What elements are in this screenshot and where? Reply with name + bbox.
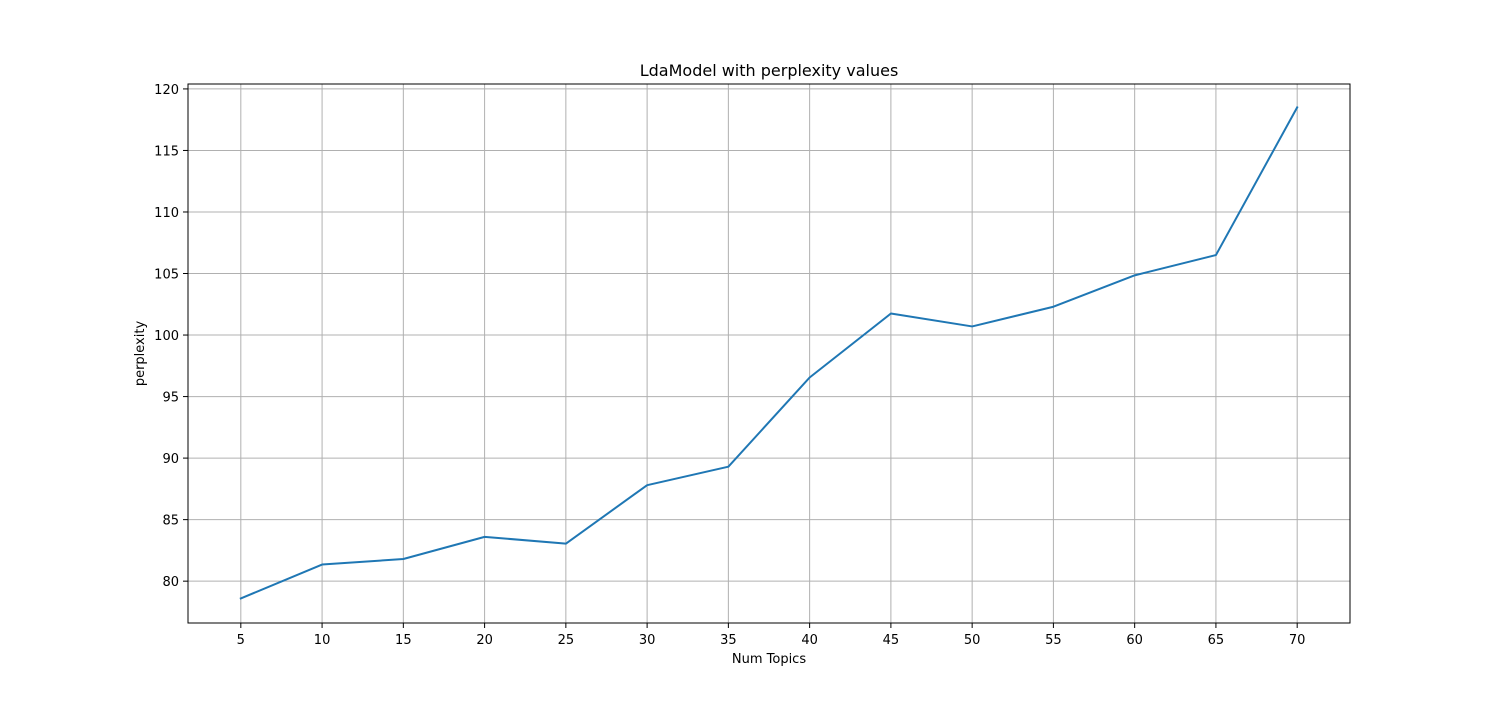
y-tick-label: 120 <box>154 83 179 98</box>
x-tick-label: 15 <box>395 633 412 648</box>
chart-title: LdaModel with perplexity values <box>640 61 899 80</box>
x-tick-label: 45 <box>883 633 900 648</box>
x-tick-label: 60 <box>1126 633 1143 648</box>
axis-ticks: 5 10 15 20 25 30 35 40 45 50 55 60 65 70 80 85 90 95 100 10… <box>154 83 1305 648</box>
x-tick-label: 50 <box>964 633 981 648</box>
y-tick-label: 105 <box>154 268 179 283</box>
x-tick-label: 65 <box>1208 633 1225 648</box>
plot-area-frame <box>187 83 1351 624</box>
x-tick-label: 10 <box>314 633 331 648</box>
grid-lines <box>188 84 1350 623</box>
x-tick-label: 5 <box>237 633 245 648</box>
y-axis-label: perplexity <box>133 321 148 387</box>
x-tick-label: 40 <box>801 633 818 648</box>
y-tick-label: 115 <box>154 144 179 159</box>
x-tick-label: 35 <box>720 633 737 648</box>
y-tick-label: 90 <box>162 452 179 467</box>
y-tick-label: 85 <box>162 514 179 529</box>
x-tick-label: 25 <box>558 633 575 648</box>
series-layer <box>239 106 1299 600</box>
x-axis-label: Num Topics <box>732 652 806 667</box>
x-tick-label: 20 <box>476 633 493 648</box>
x-tick-label: 55 <box>1045 633 1062 648</box>
series-line <box>239 106 1299 600</box>
x-tick-label: 70 <box>1289 633 1306 648</box>
x-tick-label: 30 <box>639 633 656 648</box>
y-tick-label: 80 <box>162 575 179 590</box>
y-tick-label: 100 <box>154 329 179 344</box>
y-tick-label: 110 <box>154 206 179 221</box>
y-tick-label: 95 <box>162 391 179 406</box>
